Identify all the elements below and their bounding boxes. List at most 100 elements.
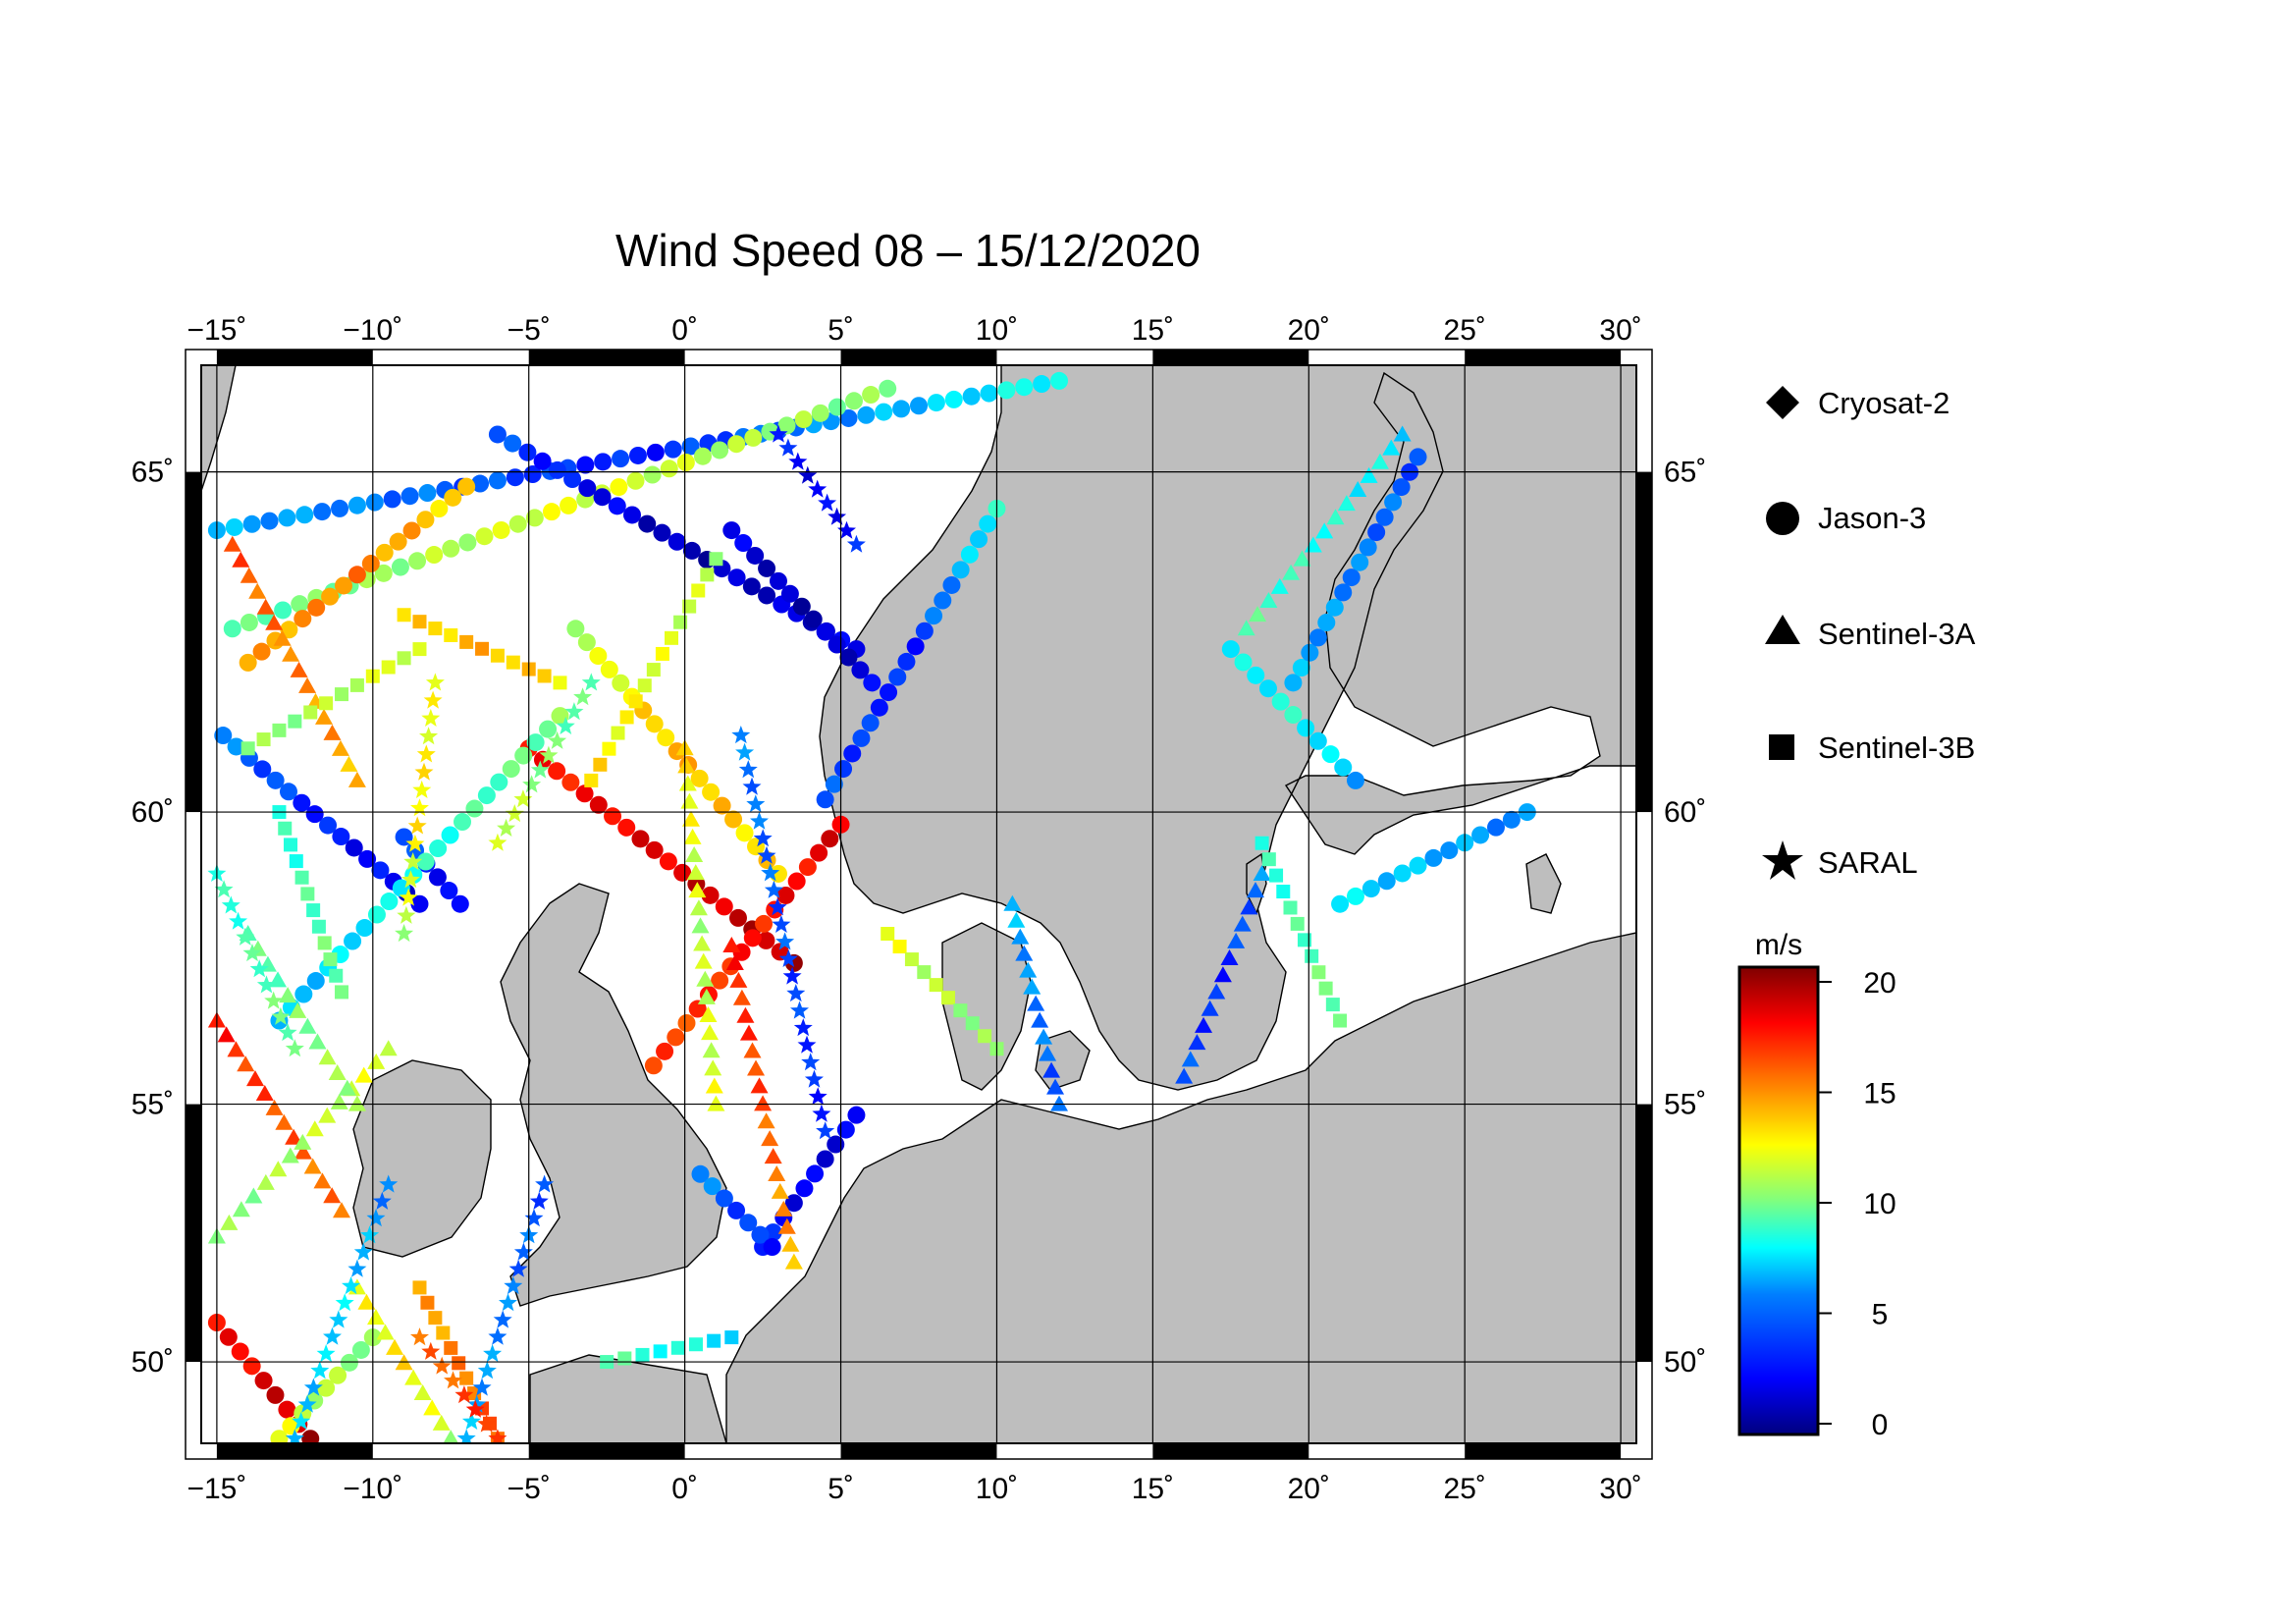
circle-marker [816, 622, 834, 641]
star-marker [477, 1414, 497, 1433]
circle-marker [1440, 841, 1459, 860]
triangle-marker [784, 1253, 803, 1270]
circle-marker [1301, 643, 1319, 662]
frame-bar-right [1636, 1104, 1652, 1363]
circle-marker [223, 620, 241, 638]
circle-marker [617, 818, 636, 837]
circle-marker [560, 496, 578, 514]
star-marker [775, 932, 795, 950]
triangle-marker [357, 1293, 376, 1310]
circle-marker [777, 416, 796, 435]
circle-marker [734, 534, 753, 553]
circle-marker [787, 872, 806, 891]
triangle-marker [707, 1095, 725, 1111]
square-marker [300, 887, 315, 901]
circle-marker [724, 810, 743, 829]
circle-marker [305, 805, 324, 824]
triangle-marker [1246, 882, 1264, 898]
circle-marker [897, 652, 916, 671]
triangle-marker [777, 1217, 796, 1234]
lat-tick-label-right: 55˚ [1664, 1089, 1706, 1121]
triangle-marker [255, 1085, 274, 1102]
star-marker [761, 863, 780, 882]
frame-bar-top [1152, 350, 1309, 365]
triangle-marker [217, 1026, 236, 1043]
frame-bar-bottom [528, 1443, 685, 1459]
circle-marker [253, 760, 272, 779]
circle-marker [755, 914, 774, 933]
circle-marker [821, 830, 839, 848]
lon-tick-label-bottom: 0˚ [671, 1473, 698, 1505]
star-marker [513, 789, 533, 808]
star-marker [353, 1242, 373, 1261]
star-marker [808, 1087, 828, 1106]
triangle-marker [691, 917, 710, 934]
circle-marker [242, 514, 261, 533]
circle-marker [566, 620, 585, 638]
legend-entry-jason-3: Jason-3 [1766, 501, 1926, 535]
square-marker [892, 940, 907, 954]
circle-marker [1409, 856, 1427, 875]
circle-marker [664, 440, 682, 459]
triangle-marker [774, 1200, 793, 1217]
triangle-marker [1011, 928, 1030, 945]
triangle-marker [318, 1107, 337, 1123]
triangle-marker [702, 1042, 721, 1058]
circle-marker [458, 533, 477, 552]
circle-marker [219, 1327, 238, 1346]
circle-marker [892, 400, 911, 418]
star-marker [399, 888, 418, 906]
square-marker [1297, 933, 1311, 947]
star-marker [467, 1394, 487, 1413]
circle-marker [1308, 731, 1327, 750]
triangle-marker [298, 1017, 317, 1034]
circle-marker [673, 863, 692, 882]
triangle-marker [347, 1095, 366, 1111]
circle-marker [1308, 628, 1327, 647]
circle-marker [270, 1430, 289, 1443]
star-marker [432, 1356, 452, 1375]
circle-marker [1050, 371, 1069, 390]
circle-marker [429, 839, 448, 858]
circle-marker [416, 852, 435, 871]
circle-marker [646, 443, 665, 461]
circle-marker [344, 932, 362, 950]
legend-label: Sentinel-3B [1818, 730, 1975, 765]
circle-marker [763, 1238, 781, 1257]
aland-land [1525, 853, 1562, 914]
frame-bar-bottom [1465, 1443, 1622, 1459]
circle-marker [347, 496, 366, 514]
square-marker [278, 821, 293, 836]
star-marker [801, 1053, 821, 1071]
circle-marker [340, 1353, 358, 1372]
square-marker [412, 642, 427, 657]
circle-marker [600, 660, 618, 678]
circle-marker [266, 771, 285, 789]
ireland-land [352, 1059, 492, 1258]
circle-marker [408, 552, 427, 570]
map-frame [185, 349, 1653, 1460]
square-marker [323, 952, 338, 967]
triangle-marker [1393, 425, 1412, 442]
circle-marker [728, 908, 747, 927]
circle-marker [870, 698, 888, 717]
star-marker [271, 1006, 291, 1025]
square-marker [412, 1280, 427, 1295]
triangle-marker [303, 1158, 322, 1174]
circle-marker [1334, 583, 1353, 602]
triangle-marker [1007, 911, 1026, 928]
circle-marker [1424, 848, 1443, 867]
circle-marker [319, 816, 338, 835]
circle-marker [313, 503, 332, 521]
circle-marker [1486, 818, 1505, 837]
triangle-marker [729, 971, 748, 988]
circle-marker [879, 379, 897, 398]
circle-marker [428, 868, 447, 887]
circle-marker [295, 506, 314, 524]
frame-bar-top [216, 350, 373, 365]
tick-labels: −15˚ −15˚ −10˚ −10˚ −5˚ −5˚ 0˚ 0˚ 5˚ 5˚ 10˚ 10˚ 15˚ 1… [132, 314, 1707, 1505]
star-marker [529, 1191, 549, 1210]
triangle-marker [1201, 1000, 1219, 1016]
star-marker [229, 911, 248, 930]
square-marker [1283, 900, 1298, 915]
